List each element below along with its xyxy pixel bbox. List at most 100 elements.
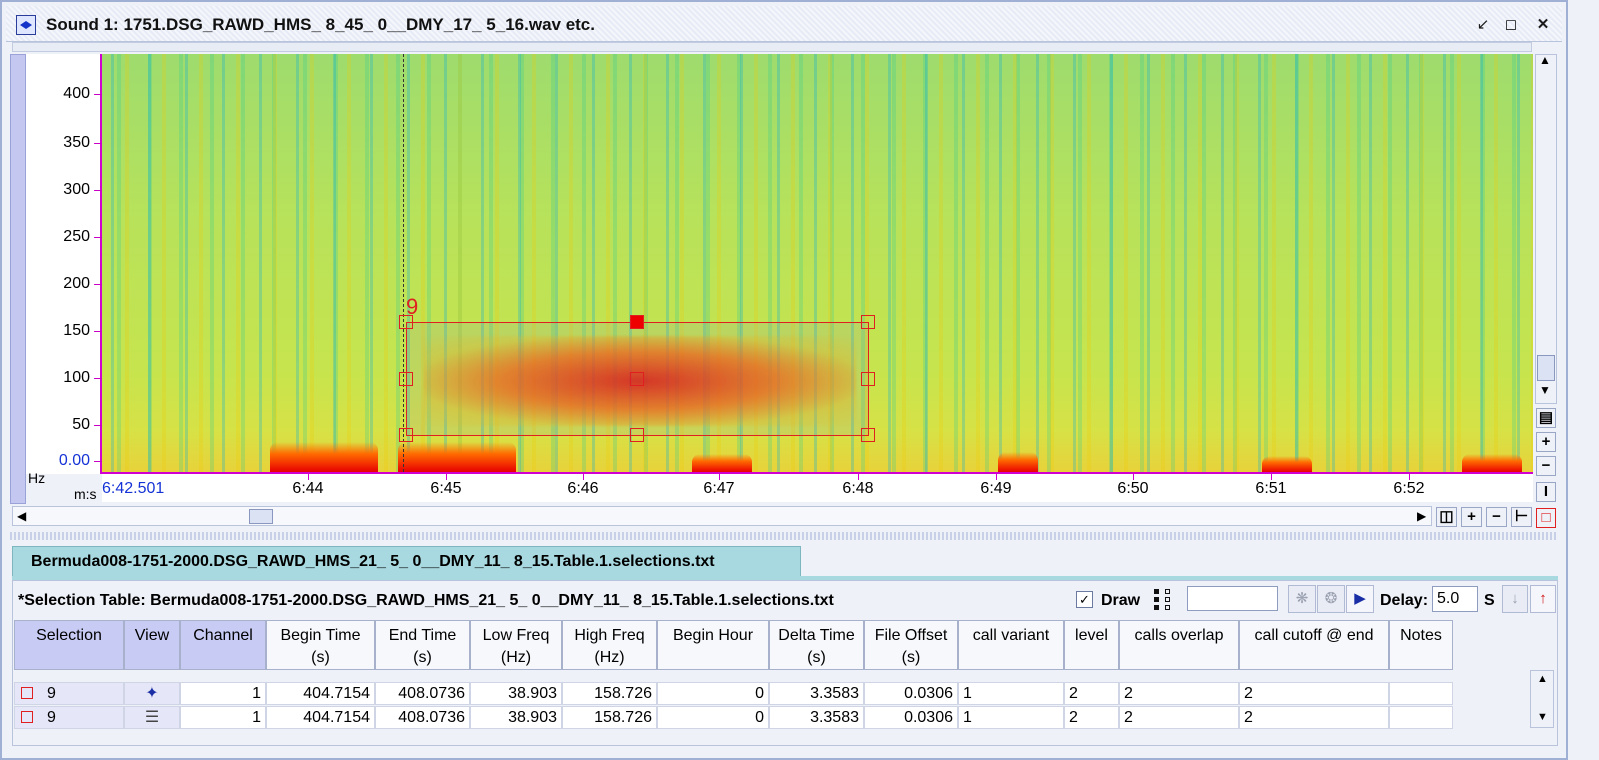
column-header[interactable]: View — [124, 620, 180, 670]
column-header[interactable]: End Time (s) — [375, 620, 470, 670]
table-cell: 1 — [180, 682, 266, 705]
time-tick-mark — [1133, 474, 1134, 480]
table-scrollbar[interactable]: ▲ ▼ — [1530, 670, 1554, 728]
fit-time-icon[interactable]: ◫ — [1436, 507, 1457, 527]
table-search-input[interactable] — [1187, 586, 1278, 611]
move-down-icon[interactable]: ↓ — [1502, 585, 1528, 613]
vertical-scroll-thumb[interactable] — [1537, 355, 1555, 381]
table-cell: 158.726 — [562, 682, 657, 705]
selection-handle[interactable] — [861, 372, 875, 386]
selection-handle[interactable] — [399, 428, 413, 442]
title-bar[interactable]: Sound 1: 1751.DSG_RAWD_HMS_ 8_45_ 0__DMY… — [6, 6, 1562, 42]
table-cell: 38.903 — [470, 682, 562, 705]
column-header[interactable]: call variant — [958, 620, 1064, 670]
scroll-right-icon[interactable]: ▶ — [1417, 509, 1427, 523]
table-cell: 408.0736 — [375, 682, 470, 705]
selection-handle[interactable] — [399, 372, 413, 386]
time-tick-mark — [996, 474, 997, 480]
table-scroll-down-icon[interactable]: ▼ — [1537, 711, 1548, 723]
previous-selection-icon[interactable]: ❋ — [1288, 585, 1316, 613]
frequency-tick-mark — [94, 237, 102, 238]
waveform-view-icon[interactable]: ✦ — [124, 682, 180, 705]
frequency-tick-mark — [94, 331, 102, 332]
frequency-tick-mark — [94, 378, 102, 379]
column-header-label: End Time — [388, 627, 457, 644]
frequency-tick-mark — [94, 94, 102, 95]
horizontal-scrollbar[interactable]: ◀ ▶ — [12, 506, 1432, 526]
detected-call — [424, 336, 856, 426]
channel-selector-strip[interactable] — [10, 54, 26, 504]
table-cell: 3.3583 — [769, 682, 864, 705]
delay-label: Delay: — [1380, 592, 1429, 609]
fit-frequency-icon[interactable]: ▤ — [1536, 408, 1556, 428]
zoom-in-time-icon[interactable]: + — [1461, 507, 1482, 527]
spectrogram-view-icon[interactable]: ☰ — [124, 706, 180, 729]
column-header-unit: (Hz) — [500, 649, 532, 666]
table-cell: 1 — [180, 706, 266, 729]
table-cell — [1389, 706, 1453, 729]
column-header-label: Channel — [193, 627, 253, 644]
frequency-tick-label: 400 — [63, 85, 90, 102]
table-cell: 158.726 — [562, 706, 657, 729]
column-header[interactable]: Begin Time (s) — [266, 620, 375, 670]
zoom-in-frequency-icon[interactable]: + — [1536, 432, 1556, 452]
draw-checkbox[interactable]: ✓ — [1076, 591, 1093, 608]
zoom-out-time-icon[interactable]: − — [1486, 507, 1507, 527]
time-tick-mark — [1409, 474, 1410, 480]
split-divider[interactable] — [10, 532, 1556, 540]
selection-handle[interactable] — [630, 372, 644, 386]
selection-handle[interactable] — [399, 315, 413, 329]
frequency-tick-mark — [94, 425, 102, 426]
column-header-unit: (s) — [807, 649, 826, 666]
vertical-scrollbar[interactable]: ▲ ▼ — [1535, 53, 1557, 404]
scroll-left-icon[interactable]: ◀ — [17, 509, 27, 523]
time-tick-label: 6:46 — [567, 480, 599, 497]
move-up-icon[interactable]: ↑ — [1530, 585, 1556, 613]
column-header[interactable]: Begin Hour — [657, 620, 769, 670]
frequency-extent-icon[interactable]: I — [1536, 482, 1556, 502]
scroll-down-icon[interactable]: ▼ — [1539, 383, 1551, 397]
column-header-label: Low Freq — [482, 627, 550, 644]
view-strip — [12, 42, 1532, 52]
column-header[interactable]: Delta Time (s) — [769, 620, 864, 670]
time-extent-icon[interactable]: ⊢ — [1511, 507, 1532, 527]
scroll-up-icon[interactable]: ▲ — [1539, 53, 1551, 67]
column-header[interactable]: call cutoff @ end — [1239, 620, 1389, 670]
frequency-tick-label: 150 — [63, 322, 90, 339]
column-header[interactable]: File Offset (s) — [864, 620, 958, 670]
selection-table-tab[interactable]: Bermuda008-1751-2000.DSG_RAWD_HMS_21_ 5_… — [12, 546, 801, 576]
column-header[interactable]: High Freq (Hz) — [562, 620, 657, 670]
zoom-out-frequency-icon[interactable]: − — [1536, 456, 1556, 476]
selection-handle[interactable] — [861, 428, 875, 442]
selection-cell: 9 — [14, 682, 124, 705]
selection-handle-top-center[interactable] — [630, 315, 644, 329]
maximize-icon[interactable]: ◻ — [1504, 16, 1518, 33]
table-cell: 404.7154 — [266, 706, 375, 729]
play-selection-icon[interactable]: ▶ — [1346, 585, 1374, 613]
draw-options-icon[interactable] — [1152, 589, 1176, 611]
column-header-label: call variant — [972, 627, 1050, 644]
delay-unit: S — [1484, 592, 1495, 609]
column-header[interactable]: Channel — [180, 620, 266, 670]
time-tick-label: 6:44 — [292, 480, 324, 497]
selection-color-icon — [21, 687, 33, 699]
selection-handle[interactable] — [630, 428, 644, 442]
column-header[interactable]: calls overlap — [1119, 620, 1239, 670]
delay-input[interactable] — [1432, 586, 1478, 612]
close-icon[interactable]: ✕ — [1536, 16, 1550, 33]
time-tick-label: 6:50 — [1117, 480, 1149, 497]
column-header[interactable]: Notes — [1389, 620, 1453, 670]
horizontal-scroll-thumb[interactable] — [249, 509, 273, 524]
selection-handle[interactable] — [861, 315, 875, 329]
selection-number: 9 — [47, 709, 56, 726]
zoom-to-selection-icon[interactable]: □ — [1536, 508, 1556, 528]
table-cell: 408.0736 — [375, 706, 470, 729]
column-header[interactable]: Low Freq (Hz) — [470, 620, 562, 670]
column-header[interactable]: Selection — [14, 620, 124, 670]
record-icon[interactable]: ❂ — [1317, 585, 1345, 613]
spectrogram-view[interactable]: 9 — [102, 54, 1533, 472]
minimize-icon[interactable]: ↙ — [1476, 16, 1490, 33]
column-header[interactable]: level — [1064, 620, 1119, 670]
table-scroll-up-icon[interactable]: ▲ — [1537, 673, 1548, 685]
frequency-tick-label: 50 — [72, 416, 90, 433]
